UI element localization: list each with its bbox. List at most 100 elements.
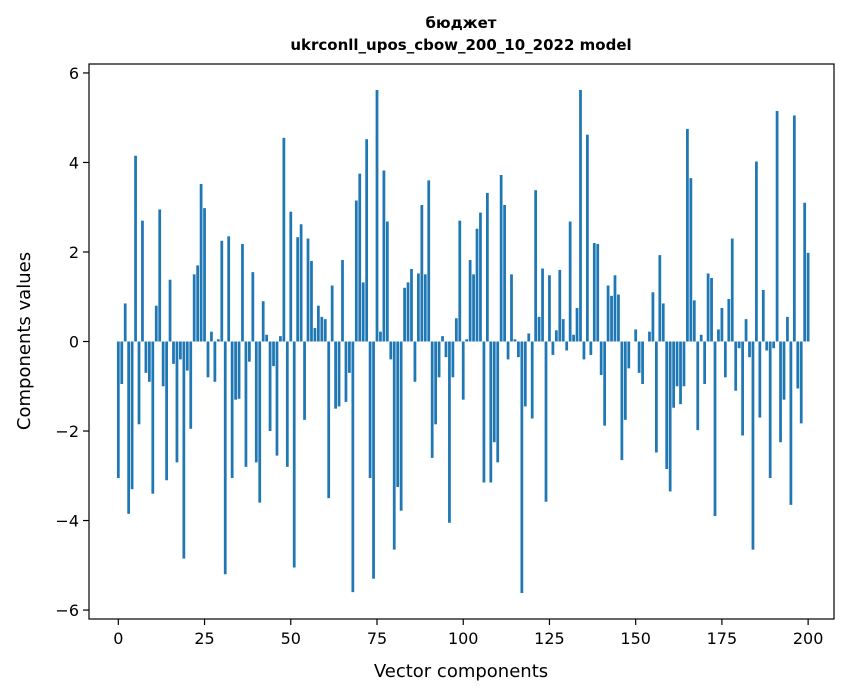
- y-tick-label: 2: [69, 243, 79, 262]
- bar-130: [565, 341, 569, 351]
- bar-101: [465, 339, 469, 342]
- bar-142: [606, 285, 610, 342]
- bar-81: [396, 341, 400, 487]
- bar-189: [768, 341, 772, 479]
- x-tick-label: 0: [113, 629, 123, 648]
- bar-170: [703, 341, 707, 385]
- bar-44: [268, 341, 272, 432]
- bar-139: [596, 243, 600, 342]
- bars-group: [116, 89, 810, 594]
- bar-187: [761, 290, 765, 342]
- chart-title-line1: бюджет: [426, 14, 497, 32]
- bar-72: [365, 139, 369, 342]
- bar-165: [686, 128, 689, 342]
- bar-9: [147, 341, 151, 382]
- bar-195: [789, 341, 793, 505]
- bar-177: [727, 298, 731, 342]
- bar-29: [216, 339, 220, 342]
- bar-76: [379, 331, 382, 342]
- bar-197: [796, 341, 800, 389]
- bar-119: [527, 333, 531, 342]
- bar-87: [417, 273, 420, 342]
- bar-47: [279, 336, 282, 342]
- bar-21: [189, 341, 193, 429]
- chart-title-line2: ukrconll_upos_cbow_200_10_2022 model: [290, 36, 631, 54]
- bar-174: [717, 329, 720, 342]
- bar-49: [285, 341, 289, 467]
- bar-144: [613, 275, 617, 342]
- bar-136: [586, 134, 589, 342]
- bar-22: [192, 274, 196, 342]
- bar-116: [517, 341, 520, 358]
- bar-162: [675, 341, 679, 387]
- bar-94: [441, 336, 444, 342]
- bar-31: [223, 341, 227, 575]
- bar-2: [123, 303, 127, 342]
- bar-118: [523, 341, 527, 407]
- bar-127: [554, 330, 558, 342]
- bar-192: [779, 341, 782, 443]
- bar-32: [227, 236, 231, 342]
- bar-102: [468, 260, 472, 342]
- bar-90: [427, 180, 431, 342]
- bar-134: [579, 89, 582, 342]
- bar-57: [313, 328, 317, 342]
- bar-191: [775, 111, 779, 342]
- bar-172: [710, 277, 713, 342]
- bar-161: [672, 341, 675, 408]
- bar-104: [475, 228, 479, 342]
- bar-55: [306, 238, 310, 342]
- bar-158: [661, 303, 665, 342]
- bar-151: [637, 341, 641, 373]
- bar-54: [303, 341, 306, 420]
- bar-69: [354, 200, 358, 342]
- bar-36: [241, 243, 244, 342]
- bar-184: [751, 341, 755, 550]
- x-tick-label: 150: [620, 629, 651, 648]
- x-tick-label: 175: [707, 629, 738, 648]
- bar-122: [537, 316, 541, 342]
- bar-156: [654, 341, 658, 453]
- bar-27: [210, 331, 213, 342]
- bar-105: [479, 212, 482, 342]
- y-axis-ticks: −6 −4 −2 0 2 4 6: [55, 64, 89, 620]
- bar-146: [620, 341, 624, 461]
- bar-154: [648, 331, 651, 342]
- bar-123: [541, 268, 544, 342]
- y-tick-label: 4: [69, 153, 79, 172]
- bar-178: [730, 238, 734, 342]
- x-tick-label: 100: [448, 629, 479, 648]
- bar-28: [213, 341, 217, 382]
- bar-78: [385, 221, 389, 342]
- bar-169: [699, 334, 703, 342]
- bar-62: [330, 285, 334, 342]
- bar-53: [299, 224, 303, 342]
- bar-20: [185, 341, 189, 371]
- y-tick-label: −2: [55, 422, 79, 441]
- bar-160: [668, 341, 672, 492]
- bar-167: [692, 300, 696, 342]
- bar-157: [658, 255, 662, 342]
- bar-7: [141, 220, 144, 342]
- bar-37: [244, 341, 248, 467]
- bar-61: [327, 341, 331, 499]
- bar-132: [572, 334, 575, 342]
- bar-200: [806, 252, 810, 342]
- bar-46: [275, 341, 279, 456]
- bar-85: [410, 268, 413, 342]
- bar-183: [748, 341, 751, 358]
- bar-181: [741, 341, 744, 436]
- bar-120: [530, 341, 534, 419]
- plot-frame: [88, 63, 835, 620]
- bar-64: [337, 341, 341, 407]
- bar-26: [206, 341, 210, 378]
- bar-56: [310, 260, 313, 342]
- bar-3: [127, 341, 131, 514]
- bar-159: [665, 341, 669, 470]
- bar-41: [258, 341, 262, 503]
- bar-143: [610, 295, 613, 342]
- bar-124: [544, 341, 548, 502]
- bar-171: [706, 273, 710, 342]
- bar-148: [627, 341, 631, 369]
- bar-128: [558, 269, 562, 342]
